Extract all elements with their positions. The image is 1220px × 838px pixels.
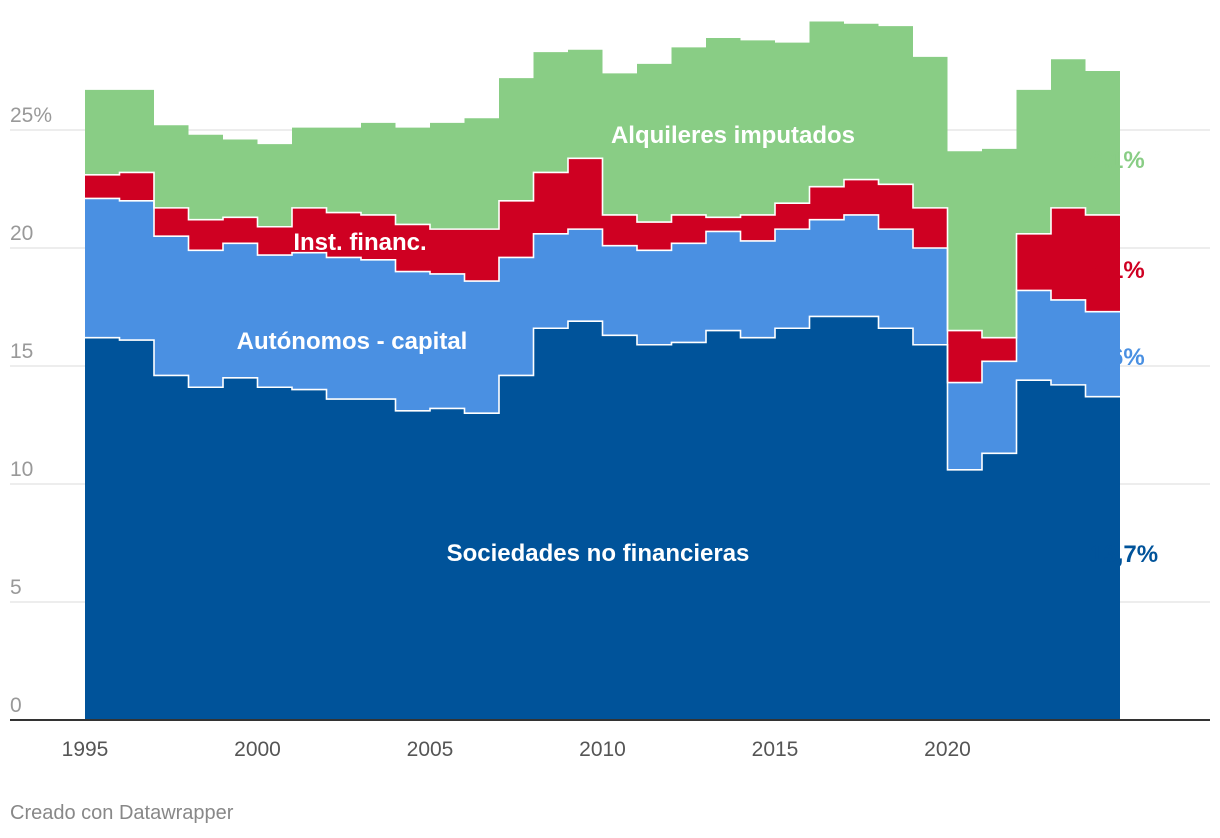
boundary-1: [85, 315, 1120, 471]
series-label-autonomos: Autónomos - capital: [237, 328, 468, 355]
area-1: [85, 316, 1120, 720]
series-label-sociedades: Sociedades no financieras: [447, 540, 750, 567]
series-label-alquileres: Alquileres imputados: [611, 122, 855, 149]
x-tick-label: 1995: [62, 738, 109, 761]
series-boundaries: [85, 157, 1120, 471]
y-tick-label: 20: [10, 222, 33, 245]
y-tick-label: 15: [10, 340, 33, 363]
y-tick-label: 25%: [10, 104, 52, 127]
end-label-autonomos: 3,6%: [1090, 344, 1145, 371]
end-label-inst: 4,1%: [1090, 257, 1145, 284]
credit-text: Creado con Datawrapper: [10, 802, 234, 824]
y-tick-label: 5: [10, 576, 22, 599]
x-tick-label: 2015: [752, 738, 799, 761]
y-tick-label: 10: [10, 458, 33, 481]
x-tick-label: 2005: [407, 738, 454, 761]
series-label-inst: Inst. financ.: [293, 229, 426, 256]
x-tick-label: 2020: [924, 738, 971, 761]
end-label-sociedades: 13,7%: [1090, 541, 1158, 568]
y-tick-label: 0: [10, 694, 22, 717]
end-label-alquileres: 6,1%: [1090, 147, 1145, 174]
x-tick-label: 2000: [234, 738, 281, 761]
x-tick-label: 2010: [579, 738, 626, 761]
series-areas: [85, 21, 1120, 720]
y-axis-ticks: 0 5 10 15 20 25%: [10, 104, 52, 717]
x-axis-ticks: 1995 2000 2005 2010 2015 2020: [62, 738, 971, 761]
boundary-3: [85, 157, 1120, 339]
